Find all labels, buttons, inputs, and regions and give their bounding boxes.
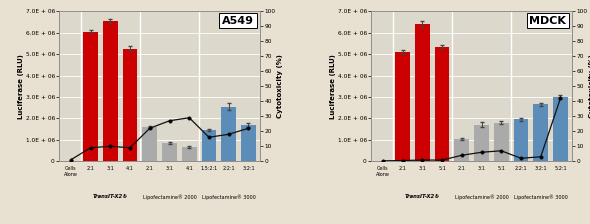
Bar: [182, 147, 196, 161]
Bar: [533, 104, 548, 161]
Y-axis label: Cytotoxicity (%): Cytotoxicity (%): [277, 54, 283, 118]
Bar: [395, 52, 410, 161]
Text: A549: A549: [222, 16, 254, 26]
Bar: [454, 139, 469, 161]
Bar: [474, 125, 489, 161]
Y-axis label: Luciferase (RLU): Luciferase (RLU): [18, 54, 24, 119]
Bar: [241, 125, 256, 161]
Text: TransIT-X2®: TransIT-X2®: [405, 194, 440, 199]
Text: TransIT-X2®: TransIT-X2®: [93, 194, 128, 199]
Bar: [415, 24, 430, 161]
Text: Lipofectamine® 2000: Lipofectamine® 2000: [143, 194, 196, 200]
Bar: [123, 49, 137, 161]
Y-axis label: Luciferase (RLU): Luciferase (RLU): [330, 54, 336, 119]
Bar: [162, 143, 177, 161]
Y-axis label: Cytotoxicity (%): Cytotoxicity (%): [589, 54, 590, 118]
Bar: [142, 127, 157, 161]
Bar: [513, 119, 529, 161]
Bar: [221, 107, 236, 161]
Text: Lipofectamine® 3000: Lipofectamine® 3000: [202, 194, 255, 200]
Text: Lipofectamine® 3000: Lipofectamine® 3000: [514, 194, 568, 200]
Bar: [553, 97, 568, 161]
Bar: [494, 123, 509, 161]
Text: MDCK: MDCK: [529, 16, 566, 26]
Bar: [202, 130, 217, 161]
Bar: [103, 21, 118, 161]
Text: Lipofectamine® 2000: Lipofectamine® 2000: [455, 194, 509, 200]
Bar: [435, 47, 450, 161]
Bar: [83, 32, 98, 161]
